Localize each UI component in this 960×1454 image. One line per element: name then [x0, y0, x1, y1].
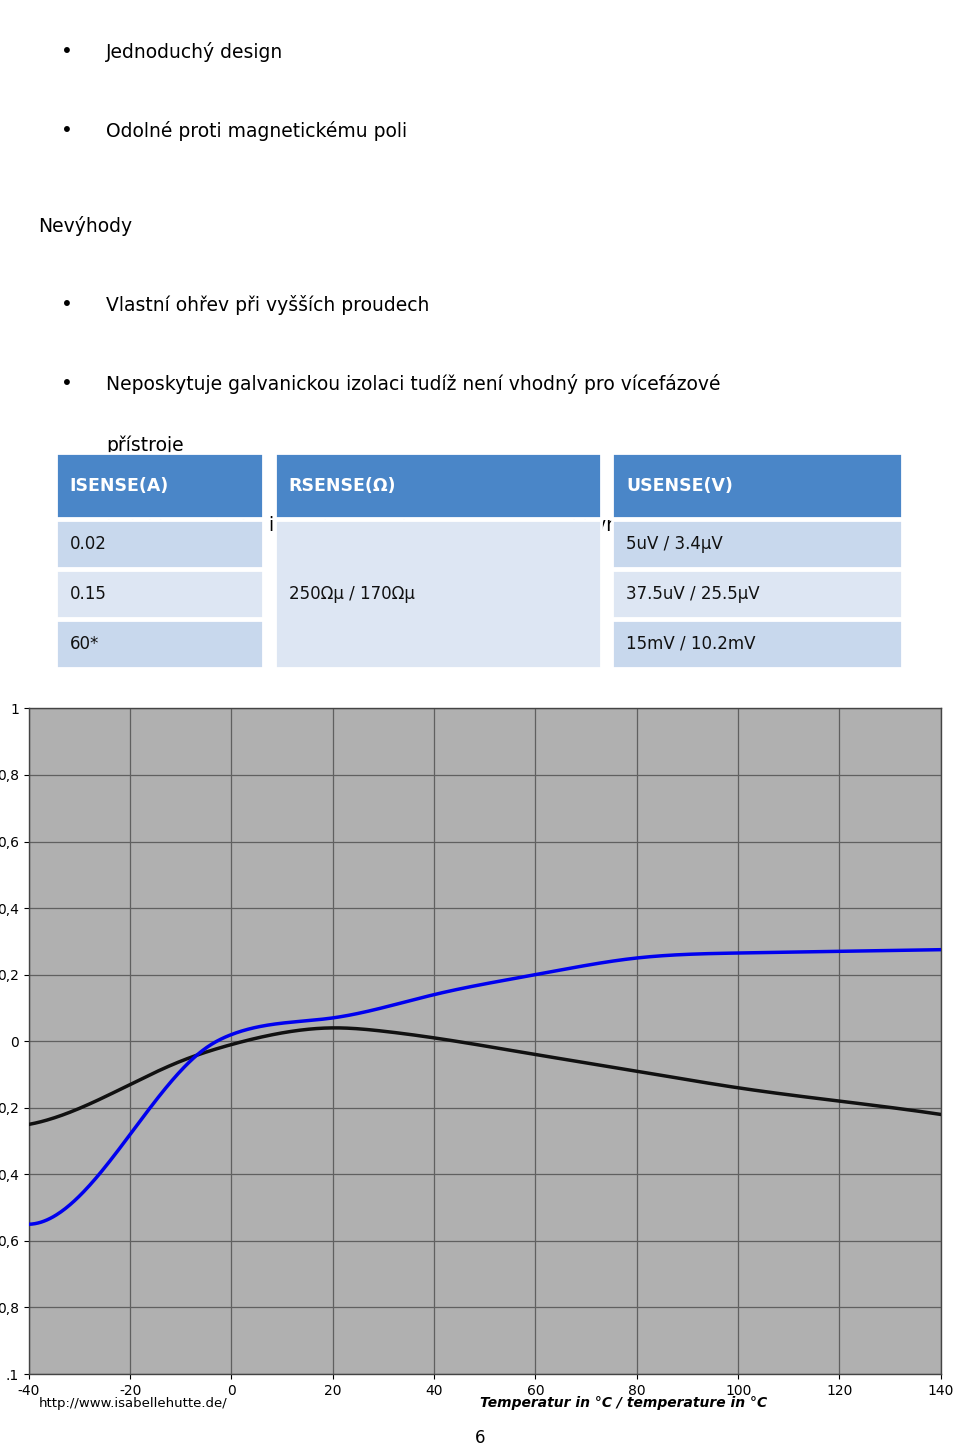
- Text: Temperatur in °C / temperature in °C: Temperatur in °C / temperature in °C: [480, 1396, 767, 1410]
- Bar: [56, 619, 263, 667]
- Text: 0.02: 0.02: [70, 535, 107, 553]
- Bar: [612, 454, 901, 518]
- Bar: [612, 570, 901, 618]
- Text: Odolné proti magnetickému poli: Odolné proti magnetickému poli: [107, 121, 407, 141]
- Text: 15mV / 10.2mV: 15mV / 10.2mV: [626, 634, 756, 653]
- Text: Vlastní ohřev při vyšších proudech: Vlastní ohřev při vyšších proudech: [107, 295, 430, 316]
- Text: přístroje: přístroje: [107, 436, 184, 455]
- Text: •: •: [60, 121, 73, 140]
- Bar: [612, 519, 901, 569]
- Text: Induktivní složka impedance ovlivňuje měření reaktivní energie: Induktivní složka impedance ovlivňuje mě…: [107, 515, 701, 535]
- Bar: [276, 519, 601, 667]
- Text: 37.5uV / 25.5μV: 37.5uV / 25.5μV: [626, 585, 759, 603]
- Text: 6: 6: [475, 1429, 485, 1447]
- Text: 0.15: 0.15: [70, 585, 107, 603]
- Bar: [276, 454, 601, 518]
- Text: http://www.isabellehutte.de/: http://www.isabellehutte.de/: [38, 1397, 228, 1410]
- Text: Nevýhody: Nevýhody: [38, 217, 132, 236]
- Text: 250Ωμ / 170Ωμ: 250Ωμ / 170Ωμ: [289, 585, 415, 603]
- Text: Jednoduchý design: Jednoduchý design: [107, 42, 283, 61]
- Text: 5uV / 3.4μV: 5uV / 3.4μV: [626, 535, 723, 553]
- Text: •: •: [60, 42, 73, 61]
- Text: ISENSE(A): ISENSE(A): [70, 477, 169, 494]
- Text: 60*: 60*: [70, 634, 99, 653]
- Text: •: •: [60, 515, 73, 534]
- Bar: [56, 454, 263, 518]
- Bar: [612, 619, 901, 667]
- Text: Neposkytuje galvanickou izolaci tudíž není vhodný pro vícefázové: Neposkytuje galvanickou izolaci tudíž ne…: [107, 375, 721, 394]
- Text: USENSE(V): USENSE(V): [626, 477, 733, 494]
- Text: RSENSE(Ω): RSENSE(Ω): [289, 477, 396, 494]
- Bar: [56, 519, 263, 569]
- Bar: [56, 570, 263, 618]
- Text: •: •: [60, 375, 73, 394]
- Text: •: •: [60, 295, 73, 314]
